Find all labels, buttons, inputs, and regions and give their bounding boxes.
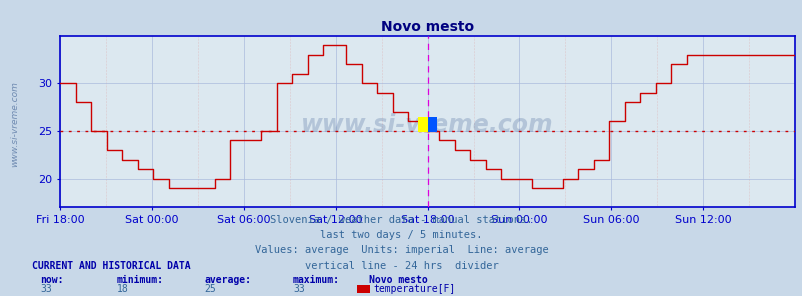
Text: Values: average  Units: imperial  Line: average: Values: average Units: imperial Line: av… — [254, 245, 548, 255]
Text: last two days / 5 minutes.: last two days / 5 minutes. — [320, 230, 482, 240]
Text: vertical line - 24 hrs  divider: vertical line - 24 hrs divider — [304, 261, 498, 271]
Text: temperature[F]: temperature[F] — [373, 284, 455, 295]
Text: Slovenia / weather data - manual stations.: Slovenia / weather data - manual station… — [270, 215, 532, 225]
Text: 25: 25 — [205, 284, 217, 295]
Text: Novo mesto: Novo mesto — [369, 275, 427, 285]
Text: CURRENT AND HISTORICAL DATA: CURRENT AND HISTORICAL DATA — [32, 261, 191, 271]
Text: 33: 33 — [40, 284, 52, 295]
Text: 33: 33 — [293, 284, 305, 295]
Title: Novo mesto: Novo mesto — [381, 20, 473, 34]
Text: maximum:: maximum: — [293, 275, 340, 285]
Bar — [418, 117, 427, 132]
Text: 18: 18 — [116, 284, 128, 295]
Text: www.si-vreme.com: www.si-vreme.com — [301, 113, 553, 137]
Text: average:: average: — [205, 275, 252, 285]
Bar — [427, 117, 436, 132]
Text: now:: now: — [40, 275, 63, 285]
Text: minimum:: minimum: — [116, 275, 164, 285]
Text: www.si-vreme.com: www.si-vreme.com — [10, 81, 19, 167]
